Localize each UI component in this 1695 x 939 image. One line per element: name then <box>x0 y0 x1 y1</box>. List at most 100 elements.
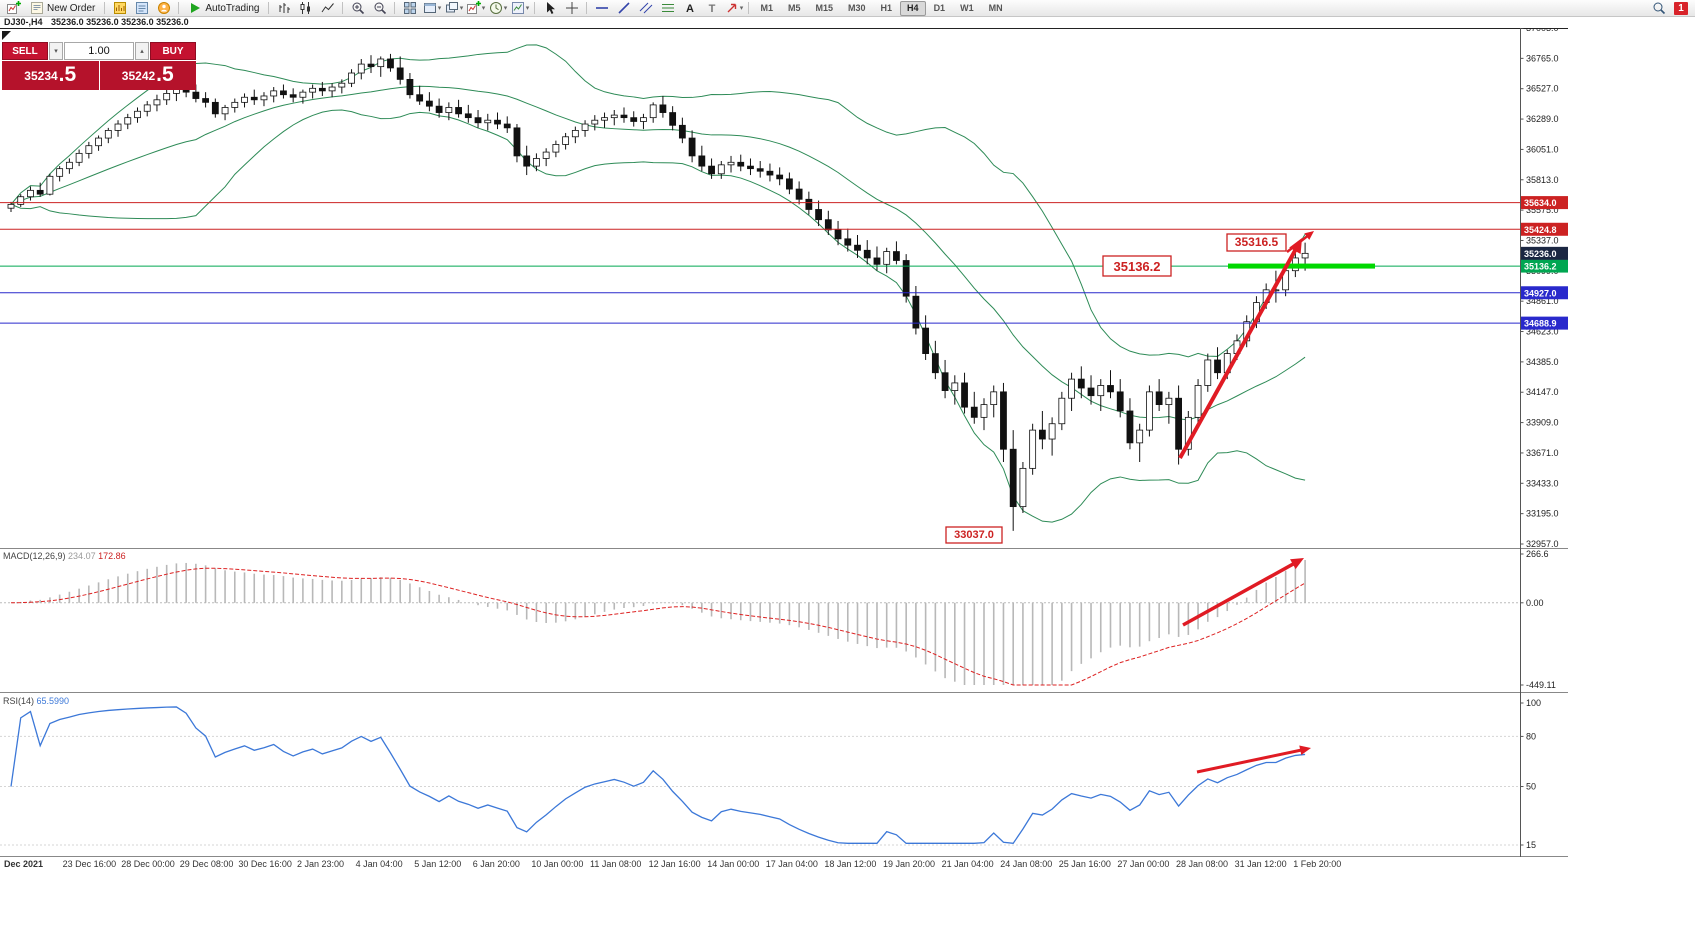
dropdown-caret-icon[interactable]: ▾ <box>481 5 486 12</box>
price-axis-tick: 32957.0 <box>1526 539 1559 548</box>
template-chart-icon <box>511 1 525 15</box>
price-tag-label: 35634.0 <box>1524 198 1557 208</box>
cursor-icon[interactable] <box>539 1 560 16</box>
timeframe-d1-button[interactable]: D1 <box>933 2 946 13</box>
price-tag-label: 35236.0 <box>1524 249 1557 259</box>
dropdown-caret-icon[interactable]: ▾ <box>503 5 508 12</box>
price-axis-tick: 33671.0 <box>1526 448 1559 458</box>
navigator-icon[interactable] <box>153 1 174 16</box>
autotrading-button[interactable]: AutoTrading <box>183 1 264 16</box>
svg-text:T: T <box>709 3 716 15</box>
volume-input[interactable] <box>64 42 134 60</box>
time-axis-label: 11 Jan 08:00 <box>590 859 642 869</box>
time-axis[interactable]: Dec 2021 23 Dec 16:00 28 Dec 00:00 29 Dec 0… <box>0 858 1568 873</box>
timeframe-h1-button[interactable]: H1 <box>880 2 893 13</box>
timeframe-mn-button[interactable]: MN <box>988 2 1003 13</box>
candlestick-chart-icon[interactable] <box>295 1 316 16</box>
sell-price[interactable]: 35234 .5 <box>2 61 99 90</box>
macd-indicator-panel[interactable]: 266.6 0.00 -449.11 <box>0 548 1695 693</box>
data-window-icon[interactable] <box>131 1 152 16</box>
text-icon[interactable]: A <box>679 1 700 16</box>
support-zone-segment[interactable] <box>1228 263 1375 269</box>
new-order-button[interactable]: New Order <box>25 1 100 16</box>
zoom-in-icon[interactable] <box>347 1 368 16</box>
time-axis-label: 28 Dec 00:00 <box>121 859 175 869</box>
time-axis-label: 14 Jan 00:00 <box>707 859 760 869</box>
volume-increase-button[interactable]: ▴ <box>135 42 149 60</box>
cascade-windows-icon[interactable]: ▾ <box>443 1 464 16</box>
dropdown-caret-icon[interactable]: ▾ <box>739 5 744 12</box>
fibonacci-icon[interactable] <box>657 1 678 16</box>
template-chart-icon[interactable]: ▾ <box>509 1 530 16</box>
new-chart-icon[interactable] <box>3 1 24 16</box>
market-watch-icon[interactable] <box>109 1 130 16</box>
time-axis-label: 27 Jan 00:00 <box>1117 859 1170 869</box>
search-icon <box>1652 1 1666 15</box>
new-order-button-label: New Order <box>47 2 96 14</box>
one-click-panel-toggle[interactable] <box>2 31 11 40</box>
buy-price[interactable]: 35242 .5 <box>99 61 196 90</box>
dropdown-caret-icon[interactable]: ▾ <box>437 5 442 12</box>
equidistant-channel-icon[interactable] <box>635 1 656 16</box>
chart-header: DJ30-,H4 35236.0 35236.0 35236.0 35236.0 <box>0 17 1568 28</box>
text-label-icon[interactable]: T <box>701 1 722 16</box>
rsi-axis-tick: 50 <box>1526 782 1536 792</box>
macd-axis-tick: 266.6 <box>1526 549 1549 559</box>
horizontal-line-icon[interactable] <box>591 1 612 16</box>
time-axis-label: 24 Jan 08:00 <box>1000 859 1053 869</box>
line-chart-icon[interactable] <box>317 1 338 16</box>
arrows-icon[interactable]: ▾ <box>723 1 744 16</box>
bar-chart-icon[interactable] <box>273 1 294 16</box>
buy-button[interactable]: BUY <box>150 42 196 60</box>
new-chart-dropdown-icon[interactable]: ▾ <box>465 1 486 16</box>
chart-ohlc: 35236.0 35236.0 35236.0 35236.0 <box>51 17 189 27</box>
arrange-windows-icon[interactable]: ▾ <box>421 1 442 16</box>
period-clock-icon[interactable]: ▾ <box>487 1 508 16</box>
sell-button[interactable]: SELL <box>2 42 48 60</box>
rsi-axis-tick: 80 <box>1526 731 1536 741</box>
time-axis-label: 2 Jan 23:00 <box>297 859 345 869</box>
search-icon[interactable] <box>1648 1 1669 16</box>
price-callout-box[interactable] <box>945 526 1003 544</box>
trendline-icon[interactable] <box>613 1 634 16</box>
tile-windows-icon[interactable] <box>399 1 420 16</box>
macd-value: 234.07 <box>68 551 96 561</box>
one-click-trading-panel: SELL ▾ ▴ BUY 35234 .5 35242 .5 <box>2 42 196 90</box>
timeframe-m5-button[interactable]: M5 <box>787 2 801 13</box>
time-axis-label: 4 Jan 04:00 <box>355 859 403 869</box>
time-axis-label: 1 Feb 20:00 <box>1293 859 1342 869</box>
text-label-icon: T <box>705 1 719 15</box>
timeframe-m1-button[interactable]: M1 <box>760 2 773 13</box>
macd-name: MACD(12,26,9) <box>3 551 66 561</box>
zoom-out-icon[interactable] <box>369 1 390 16</box>
toolbar-separator <box>104 2 106 14</box>
timeframe-h4-button[interactable]: H4 <box>900 0 926 16</box>
order-ticket-icon <box>30 1 44 15</box>
crosshair-icon[interactable] <box>561 1 582 16</box>
macd-axis-tick: -449.11 <box>1526 680 1556 690</box>
price-callout-box[interactable] <box>1102 255 1172 277</box>
dropdown-caret-icon[interactable]: ▾ <box>525 5 530 12</box>
price-callout-text: 35136.2 <box>1114 259 1161 274</box>
price-chart[interactable]: 37003.0 36765.0 36527.0 36289.0 36051.0 35813… <box>0 28 1695 548</box>
timeframe-m30-button[interactable]: M30 <box>848 2 866 13</box>
time-axis-label: 29 Dec 08:00 <box>179 859 234 869</box>
timeframe-w1-button[interactable]: W1 <box>960 2 974 13</box>
cursor-icon <box>543 1 557 15</box>
price-tag-label: 34688.9 <box>1524 319 1557 329</box>
horizontal-line-icon <box>595 1 609 15</box>
cascade-windows-icon <box>445 1 459 15</box>
volume-decrease-button[interactable]: ▾ <box>49 42 63 60</box>
data-window-icon <box>135 1 149 15</box>
dropdown-caret-icon[interactable]: ▾ <box>459 5 464 12</box>
macd-histogram <box>19 560 1306 685</box>
notification-badge[interactable]: 1 <box>1674 1 1688 15</box>
trend-arrow <box>1182 561 1296 627</box>
price-callout-box[interactable] <box>1226 233 1287 252</box>
timeframe-m15-button[interactable]: M15 <box>815 2 834 13</box>
rsi-indicator-panel[interactable]: 100 80 50 15 <box>0 693 1695 858</box>
price-axis-tick: 33433.0 <box>1526 478 1559 488</box>
toolbar-separator <box>534 2 536 14</box>
toolbar-separator <box>268 2 270 14</box>
